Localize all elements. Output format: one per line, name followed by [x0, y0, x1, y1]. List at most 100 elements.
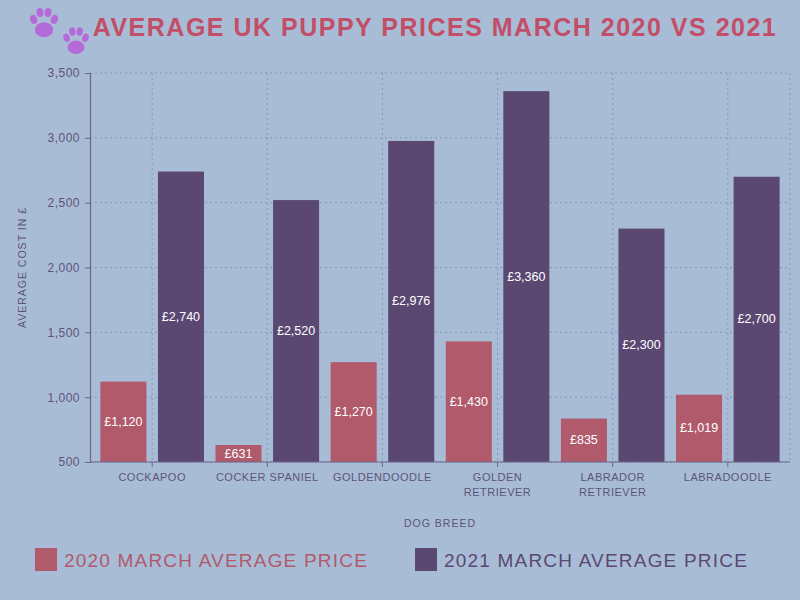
axis-line — [90, 461, 790, 462]
chart: AVERAGE UK PUPPY PRICES MARCH 2020 VS 20… — [0, 0, 800, 600]
tick-mark — [497, 462, 498, 467]
data-label: £1,430 — [450, 395, 488, 409]
data-label: £631 — [225, 447, 253, 461]
tick: GOLDENDOODLE — [333, 462, 432, 483]
tick-label: 500 — [58, 455, 80, 469]
bar — [676, 395, 722, 462]
paw-toe — [69, 27, 76, 36]
paw-icon — [62, 27, 90, 54]
legend-swatch — [415, 548, 437, 571]
tick-mark — [727, 462, 728, 467]
background — [0, 0, 800, 600]
tick-mark — [85, 332, 90, 333]
bar — [388, 141, 434, 462]
data-labels: £1,120 £631 £1,270 £1,430 £835 £1,019 £2,740 £2… — [104, 270, 776, 461]
tick-label: 3,500 — [47, 66, 80, 80]
grid-line — [727, 73, 728, 462]
tick-mark — [85, 203, 90, 204]
legend: 2020 MARCH AVERAGE PRICE 2021 MARCH AVERA… — [35, 548, 748, 571]
tick-label: 2,000 — [47, 261, 80, 275]
tick: 500 — [58, 455, 90, 469]
legend-label: 2021 MARCH AVERAGE PRICE — [444, 550, 748, 571]
paw-toe — [81, 33, 90, 43]
tick: COCKAPOO — [118, 462, 186, 483]
tick: LABRADORRETRIEVER — [579, 462, 646, 498]
grid-line — [497, 73, 498, 462]
grid-line — [90, 462, 790, 463]
tick-mark — [152, 462, 153, 467]
tick-mark — [382, 462, 383, 467]
legend-label: 2020 MARCH AVERAGE PRICE — [64, 550, 368, 571]
legend-swatch — [35, 548, 57, 571]
paw-pad — [35, 22, 53, 37]
paw-toe — [36, 8, 44, 18]
grid — [90, 73, 790, 462]
tick: 2,000 — [47, 261, 90, 275]
grid-line — [90, 73, 790, 74]
tick-mark — [85, 138, 90, 139]
tick: LABRADOODLE — [684, 462, 772, 483]
paw-pad — [68, 40, 85, 54]
tick-mark — [267, 462, 268, 467]
bar — [273, 200, 319, 462]
bar — [215, 445, 261, 462]
tick-label: COCKAPOO — [118, 471, 186, 483]
paw-toe — [44, 8, 52, 18]
bar — [331, 362, 377, 462]
tick: COCKER SPANIEL — [216, 462, 319, 483]
grid-line — [90, 137, 790, 138]
x-axis-title: DOG BREED — [404, 517, 476, 529]
tick: 2,500 — [47, 196, 90, 210]
data-label: £1,270 — [335, 405, 373, 419]
grid-line — [267, 73, 268, 462]
tick-label: 1,000 — [47, 391, 80, 405]
tick-mark — [612, 462, 613, 467]
bar — [158, 172, 204, 462]
bar — [561, 419, 607, 462]
tick-mark — [85, 462, 90, 463]
paw-icon — [29, 8, 59, 38]
title: AVERAGE UK PUPPY PRICES MARCH 2020 VS 20… — [93, 13, 778, 41]
tick-label: 1,500 — [47, 326, 80, 340]
tick: 1,000 — [47, 391, 90, 405]
paw-toe — [76, 27, 83, 36]
grid-line — [790, 73, 791, 462]
tick: 1,500 — [47, 326, 90, 340]
tick-label: LABRADOODLE — [684, 471, 772, 483]
axis-line — [85, 74, 91, 463]
tick-label: 2,500 — [47, 196, 80, 210]
paw-toe — [29, 14, 39, 25]
data-label: £2,740 — [162, 310, 200, 324]
data-label: £2,300 — [622, 338, 660, 352]
tick-mark — [85, 268, 90, 269]
data-label: £1,120 — [104, 415, 142, 429]
tick-mark — [85, 397, 90, 398]
tick-label: LABRADORRETRIEVER — [579, 471, 646, 498]
data-label: £2,520 — [277, 324, 315, 338]
data-label: £835 — [570, 433, 598, 447]
bar — [734, 177, 780, 462]
bar — [618, 229, 664, 462]
bar — [446, 341, 492, 462]
tick-mark — [85, 73, 90, 74]
legend-item: 2020 MARCH AVERAGE PRICE — [35, 548, 368, 571]
tick: 3,500 — [47, 66, 90, 80]
x-axis: COCKAPOO COCKER SPANIEL GOLDENDOODLE GOLDEN… — [90, 462, 790, 498]
tick-label: GOLDENDOODLE — [333, 471, 432, 483]
legend-item: 2021 MARCH AVERAGE PRICE — [415, 548, 748, 571]
grid-line — [382, 73, 383, 462]
paw-toe — [50, 14, 60, 25]
data-label: £2,976 — [392, 294, 430, 308]
grid-line — [152, 73, 153, 462]
tick-label: GOLDENRETRIEVER — [464, 471, 531, 498]
y-axis: 500 1,000 1,500 2,000 2,500 3,000 3,500 — [47, 66, 90, 469]
y-axis-title: AVERAGE COST IN £ — [16, 207, 28, 328]
tick: GOLDENRETRIEVER — [464, 462, 531, 498]
tick: 3,000 — [47, 131, 90, 145]
data-label: £3,360 — [507, 270, 545, 284]
bar — [100, 382, 146, 462]
grid-line — [612, 73, 613, 462]
tick-label: COCKER SPANIEL — [216, 471, 319, 483]
bars — [100, 91, 779, 462]
data-label: £1,019 — [680, 421, 718, 435]
